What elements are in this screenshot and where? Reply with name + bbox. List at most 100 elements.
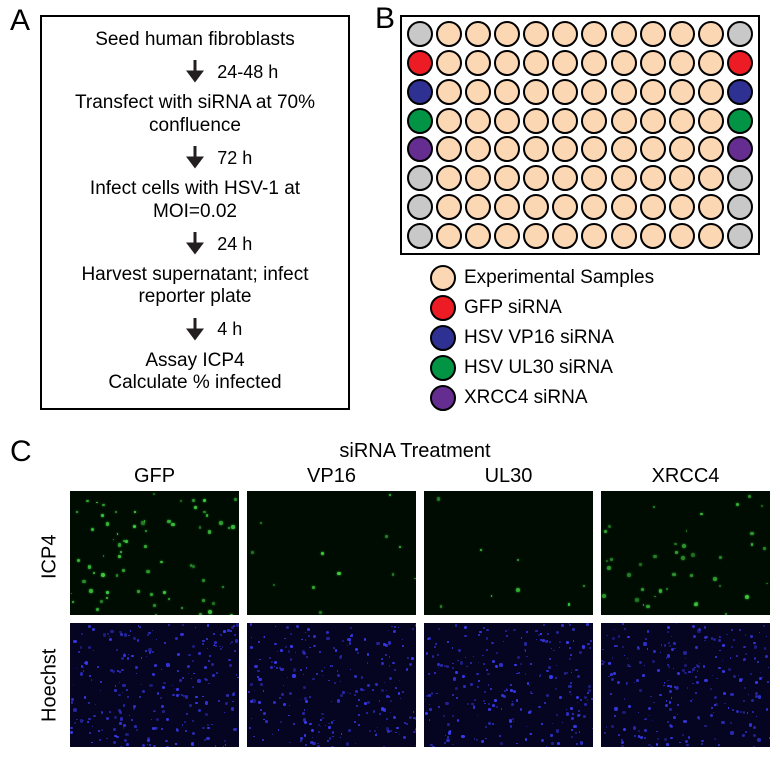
well	[465, 21, 491, 47]
well	[523, 108, 549, 134]
well	[523, 223, 549, 249]
panel-c-row-labels: ICP4Hoechst	[30, 493, 70, 755]
well-plate	[400, 15, 760, 255]
well	[494, 79, 520, 105]
legend-label: XRCC4 siRNA	[464, 387, 588, 409]
well	[523, 79, 549, 105]
down-arrow-icon	[185, 230, 205, 258]
well	[407, 79, 433, 105]
micrograph-column: UL30	[424, 465, 593, 755]
well	[611, 50, 637, 76]
well	[727, 194, 753, 220]
micrograph-column: XRCC4	[601, 465, 770, 755]
well	[669, 79, 695, 105]
well	[581, 21, 607, 47]
arrow-3: 4 h	[56, 315, 334, 345]
well	[552, 21, 578, 47]
plate-row	[407, 136, 753, 162]
well	[523, 165, 549, 191]
arrow-2: 24 h	[56, 229, 334, 259]
panel-c-columns: GFP VP16 UL30 XRCC4	[70, 465, 770, 755]
plate-row	[407, 223, 753, 249]
panel-c: siRNA Treatment ICP4Hoechst GFP VP16 UL30 X…	[30, 440, 770, 755]
well	[494, 194, 520, 220]
well	[552, 223, 578, 249]
panel-c-label: C	[10, 435, 32, 469]
hoechst-micrograph	[424, 623, 593, 747]
well	[407, 136, 433, 162]
plate-row	[407, 108, 753, 134]
down-arrow-icon	[185, 316, 205, 344]
step-2: Infect cells with HSV-1 at MOI=0.02	[56, 178, 334, 223]
icp4-micrograph	[424, 491, 593, 615]
step-1: Transfect with siRNA at 70% confluence	[56, 92, 334, 137]
well	[407, 21, 433, 47]
well	[669, 194, 695, 220]
well	[727, 136, 753, 162]
well	[611, 108, 637, 134]
icp4-micrograph	[247, 491, 416, 615]
well	[581, 194, 607, 220]
time-2: 24 h	[217, 234, 252, 255]
well	[698, 136, 724, 162]
well	[640, 50, 666, 76]
time-0: 24-48 h	[217, 62, 278, 83]
well	[727, 50, 753, 76]
well	[581, 108, 607, 134]
well	[698, 50, 724, 76]
legend-label: GFP siRNA	[464, 297, 562, 319]
well	[698, 79, 724, 105]
plate-legend: Experimental SamplesGFP siRNAHSV VP16 si…	[430, 265, 770, 411]
plate-row	[407, 50, 753, 76]
row-label: Hoechst	[30, 621, 70, 749]
well	[640, 21, 666, 47]
well	[407, 223, 433, 249]
legend-label: Experimental Samples	[464, 267, 654, 289]
column-header: UL30	[424, 465, 593, 491]
column-header: VP16	[247, 465, 416, 491]
well	[611, 136, 637, 162]
well	[581, 79, 607, 105]
well	[552, 79, 578, 105]
step-4: Assay ICP4 Calculate % infected	[56, 350, 334, 395]
step-0: Seed human fibroblasts	[56, 29, 334, 51]
down-arrow-icon	[185, 144, 205, 172]
down-arrow-icon	[185, 58, 205, 86]
arrow-1: 72 h	[56, 143, 334, 173]
hoechst-micrograph	[70, 623, 239, 747]
well	[436, 79, 462, 105]
well	[669, 136, 695, 162]
row-label: ICP4	[30, 493, 70, 621]
column-header: GFP	[70, 465, 239, 491]
well	[727, 108, 753, 134]
column-header: XRCC4	[601, 465, 770, 491]
well	[407, 194, 433, 220]
well	[465, 50, 491, 76]
well	[727, 223, 753, 249]
plate-row	[407, 165, 753, 191]
well	[640, 165, 666, 191]
well	[698, 223, 724, 249]
well	[465, 108, 491, 134]
legend-swatch	[430, 355, 456, 381]
well	[552, 194, 578, 220]
well	[640, 79, 666, 105]
well	[465, 194, 491, 220]
legend-label: HSV UL30 siRNA	[464, 357, 613, 379]
well	[436, 136, 462, 162]
legend-row: HSV UL30 siRNA	[430, 355, 770, 381]
legend-swatch	[430, 385, 456, 411]
step-3: Harvest supernatant; infect reporter pla…	[56, 264, 334, 309]
well	[698, 165, 724, 191]
well	[494, 165, 520, 191]
well	[640, 136, 666, 162]
well	[436, 165, 462, 191]
well	[611, 79, 637, 105]
panel-c-title: siRNA Treatment	[60, 440, 770, 463]
well	[581, 223, 607, 249]
well	[407, 108, 433, 134]
well	[494, 136, 520, 162]
hoechst-micrograph	[247, 623, 416, 747]
legend-row: GFP siRNA	[430, 295, 770, 321]
plate-row	[407, 79, 753, 105]
